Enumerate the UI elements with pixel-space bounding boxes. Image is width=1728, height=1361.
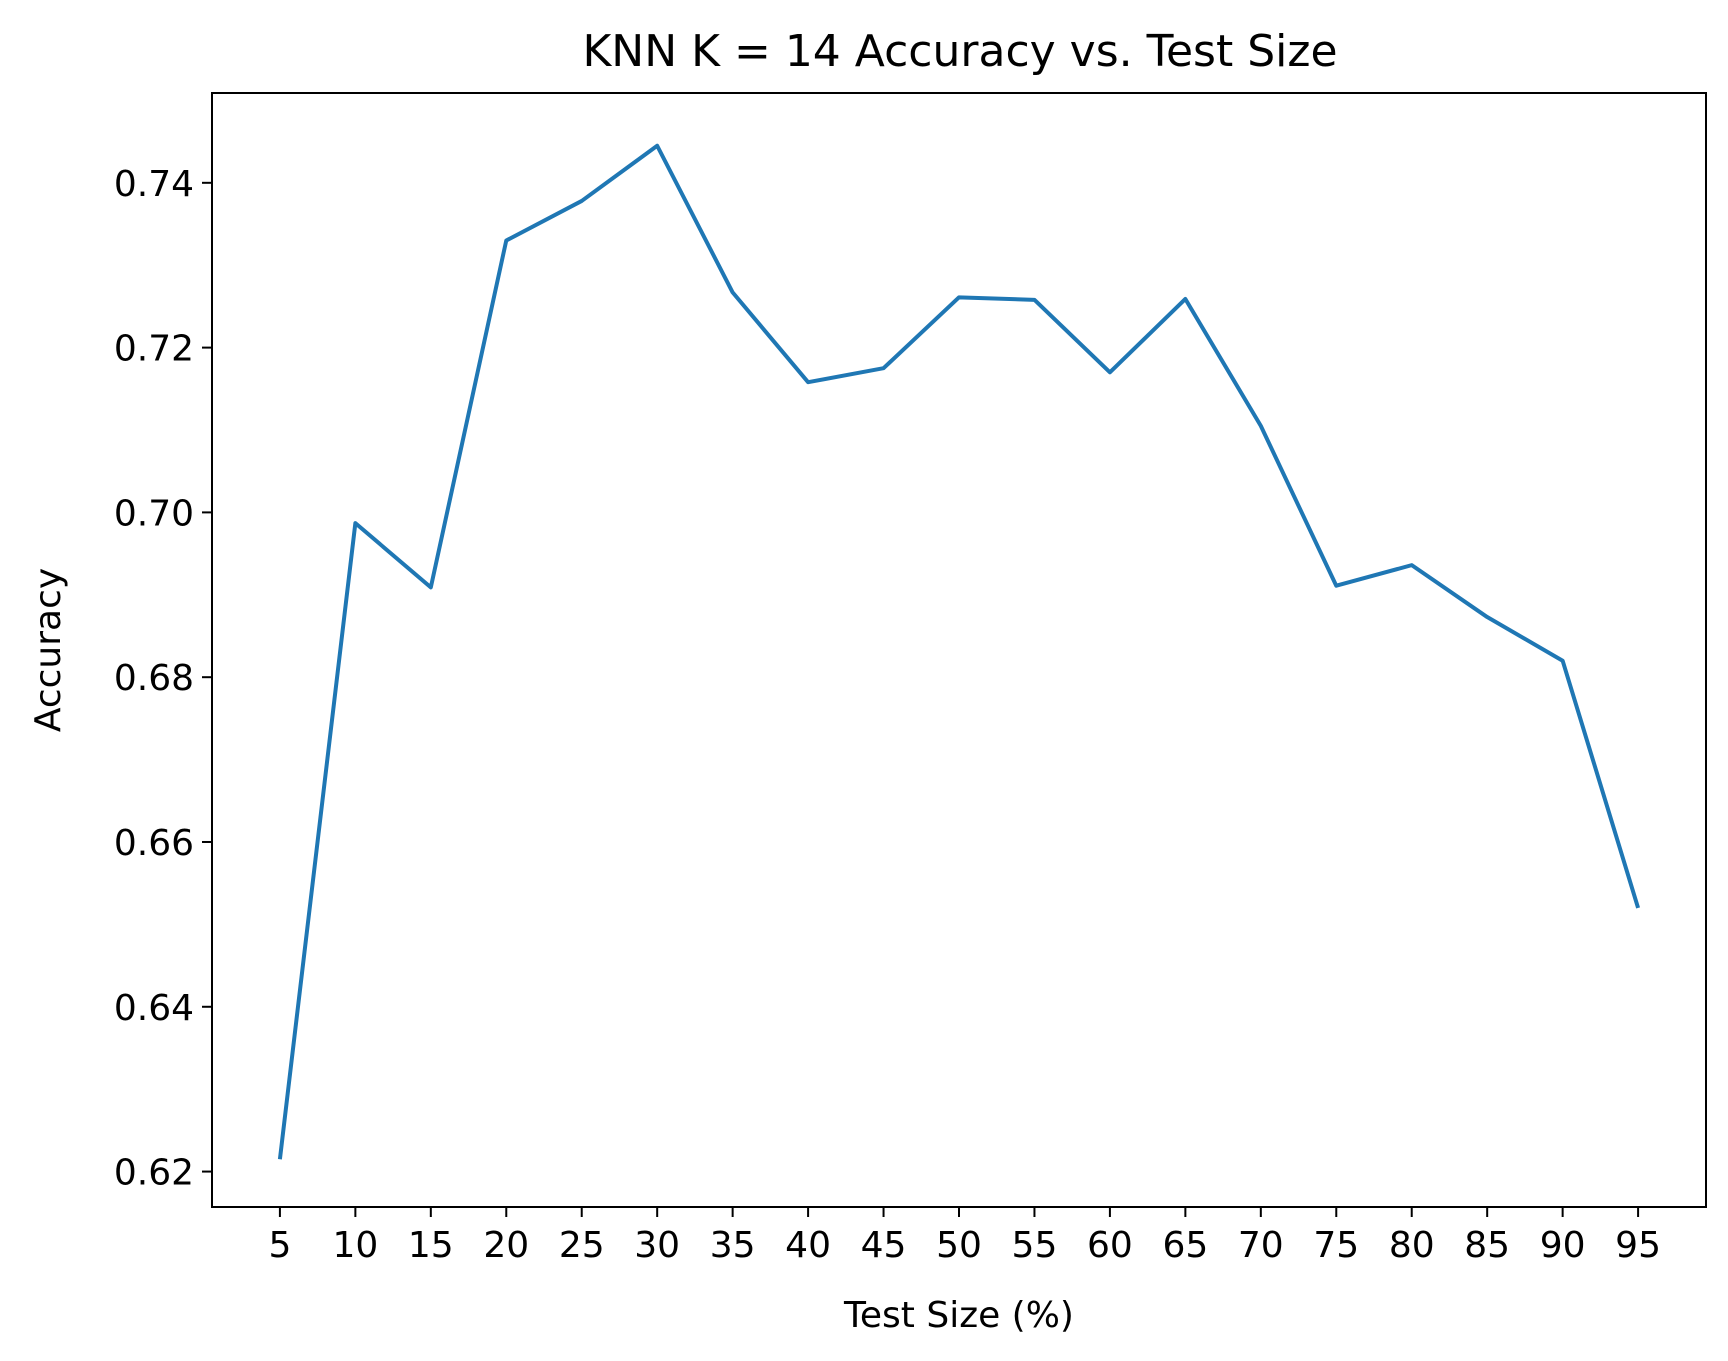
y-tick-label: 0.66 xyxy=(114,823,194,864)
y-tick-label: 0.64 xyxy=(114,988,194,1029)
y-axis-label: Accuracy xyxy=(28,568,69,732)
y-tick-label: 0.72 xyxy=(114,329,194,370)
x-tick-label: 55 xyxy=(1012,1225,1058,1266)
x-axis-ticks: 5 10 15 20 25 30 35 40 45 50 55 60 65 70 75 80 85 90 95 xyxy=(268,1207,1661,1266)
y-axis-ticks: 0.62 0.64 0.66 0.68 0.70 0.72 0.74 xyxy=(114,164,212,1194)
x-tick-label: 30 xyxy=(634,1225,680,1266)
x-tick-label: 85 xyxy=(1464,1225,1510,1266)
accuracy-series-line xyxy=(277,143,1641,1160)
x-tick-label: 10 xyxy=(332,1225,378,1266)
x-tick-label: 65 xyxy=(1162,1225,1208,1266)
plot-area-frame xyxy=(211,92,1707,1208)
x-tick-label: 35 xyxy=(710,1225,756,1266)
x-tick-label: 50 xyxy=(936,1225,982,1266)
x-tick-label: 20 xyxy=(483,1225,529,1266)
y-tick-label: 0.70 xyxy=(114,493,194,534)
series-layer xyxy=(277,143,1641,1160)
x-tick-label: 60 xyxy=(1087,1225,1133,1266)
x-tick-label: 25 xyxy=(559,1225,605,1266)
x-axis-label: Test Size (%) xyxy=(843,1295,1074,1336)
x-tick-label: 40 xyxy=(785,1225,831,1266)
chart-title: KNN K = 14 Accuracy vs. Test Size xyxy=(582,26,1337,77)
x-tick-label: 90 xyxy=(1540,1225,1586,1266)
x-tick-label: 75 xyxy=(1313,1225,1359,1266)
y-tick-label: 0.62 xyxy=(114,1153,194,1194)
y-tick-label: 0.74 xyxy=(114,164,194,205)
x-tick-label: 15 xyxy=(408,1225,454,1266)
y-tick-label: 0.68 xyxy=(114,658,194,699)
x-tick-label: 45 xyxy=(861,1225,907,1266)
x-tick-label: 80 xyxy=(1389,1225,1435,1266)
x-tick-label: 5 xyxy=(268,1225,291,1266)
x-tick-label: 70 xyxy=(1238,1225,1284,1266)
x-tick-label: 95 xyxy=(1615,1225,1661,1266)
